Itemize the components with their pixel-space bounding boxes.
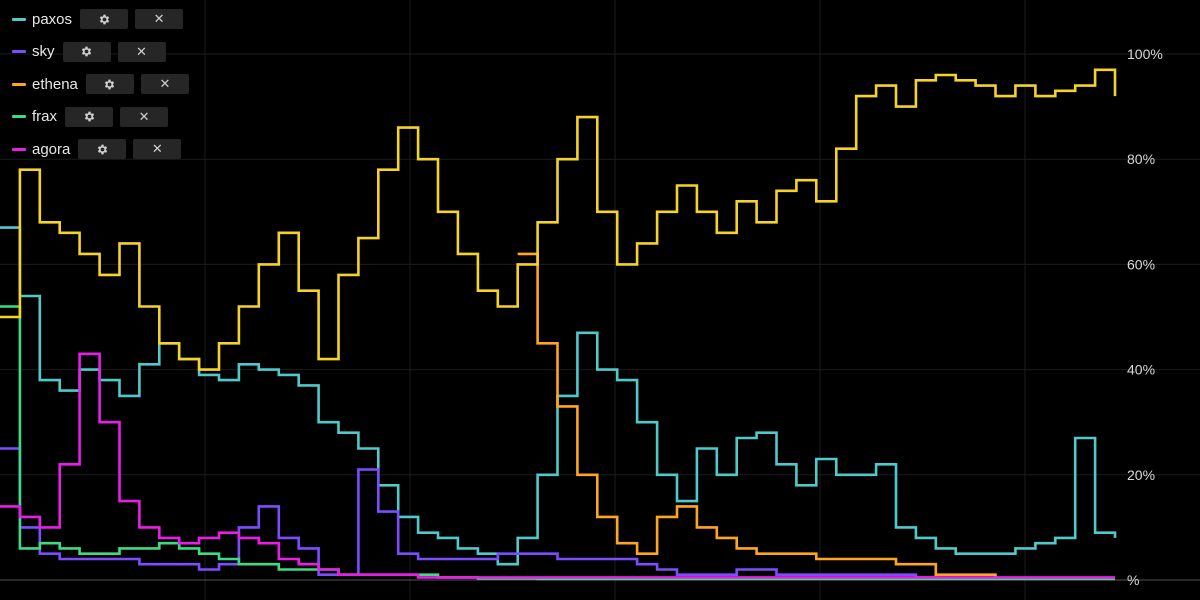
series-line-sky bbox=[0, 447, 1115, 581]
legend-swatch-frax bbox=[12, 115, 26, 118]
legend-swatch-agora bbox=[12, 147, 26, 151]
y-tick-label: 20% bbox=[1127, 467, 1155, 483]
gear-icon bbox=[81, 46, 92, 57]
remove-button-paxos[interactable]: ✕ bbox=[135, 9, 184, 29]
legend-item-paxos: paxos ✕ bbox=[0, 8, 196, 30]
settings-button-agora[interactable] bbox=[78, 139, 127, 159]
legend: paxos ✕ sky ✕ ethena ✕ frax ✕ agora ✕ bbox=[0, 8, 196, 171]
gear-icon bbox=[84, 111, 94, 122]
series-lines bbox=[0, 68, 1117, 581]
legend-label-sky: sky bbox=[32, 43, 55, 60]
settings-button-paxos[interactable] bbox=[80, 9, 129, 29]
y-tick-label: % bbox=[1127, 572, 1139, 588]
remove-button-sky[interactable]: ✕ bbox=[117, 41, 166, 62]
legend-label-paxos: paxos bbox=[32, 10, 73, 28]
series-line-unlabeled bbox=[0, 68, 1117, 371]
legend-item-sky: sky ✕ bbox=[0, 41, 196, 63]
legend-swatch-paxos bbox=[12, 17, 26, 21]
legend-label-ethena: ethena bbox=[32, 75, 78, 93]
remove-button-agora[interactable]: ✕ bbox=[133, 139, 182, 159]
settings-button-frax[interactable] bbox=[65, 106, 114, 127]
remove-button-frax[interactable]: ✕ bbox=[120, 106, 169, 127]
remove-button-ethena[interactable]: ✕ bbox=[140, 74, 189, 94]
gear-icon bbox=[105, 79, 115, 89]
y-tick-label: 40% bbox=[1127, 362, 1155, 378]
y-axis-ticks: % 20% 40% 60% 80% 100% bbox=[1127, 46, 1163, 588]
legend-label-agora: agora bbox=[32, 140, 71, 158]
legend-item-ethena: ethena ✕ bbox=[0, 73, 196, 95]
series-line-agora bbox=[0, 352, 1115, 579]
legend-swatch-ethena bbox=[12, 82, 26, 86]
settings-button-ethena[interactable] bbox=[85, 74, 134, 94]
legend-item-agora: agora ✕ bbox=[0, 138, 196, 160]
series-line-ethena bbox=[517, 252, 997, 578]
y-tick-label: 100% bbox=[1127, 46, 1163, 62]
legend-label-frax: frax bbox=[32, 108, 58, 125]
legend-item-frax: frax ✕ bbox=[0, 106, 196, 128]
gear-icon bbox=[99, 14, 109, 24]
settings-button-sky[interactable] bbox=[62, 41, 111, 62]
y-tick-label: 80% bbox=[1127, 151, 1155, 167]
y-tick-label: 60% bbox=[1127, 256, 1155, 272]
gear-icon bbox=[97, 144, 108, 154]
legend-swatch-sky bbox=[12, 50, 26, 53]
